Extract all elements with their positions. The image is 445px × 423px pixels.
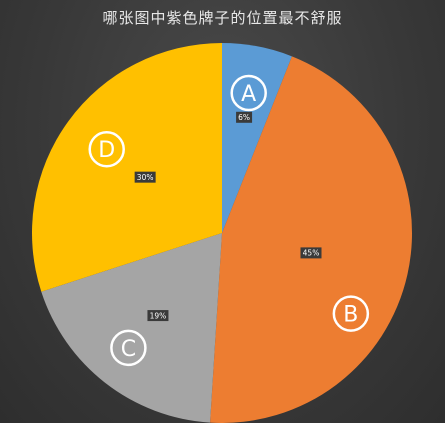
data-label-bg-b [300, 247, 322, 259]
category-label-c: C [121, 337, 136, 362]
category-label-a: A [241, 82, 256, 107]
data-label-b: 45% [303, 249, 320, 258]
pie-slice-d [31, 43, 223, 292]
chart-title: 哪张图中紫色牌子的位置最不舒服 [102, 9, 343, 27]
pie-slice-b [210, 56, 412, 423]
data-label-d: 30% [137, 173, 154, 182]
data-label-bg-c [147, 310, 169, 322]
category-badge-c [110, 329, 147, 367]
data-label-c: 19% [150, 311, 167, 320]
data-label-a: 6% [238, 113, 250, 122]
pie-slice-c [41, 233, 223, 423]
data-label-bg-d [134, 171, 156, 183]
category-badge-b [332, 295, 370, 332]
category-label-b: B [343, 303, 358, 328]
data-label-bg-a [236, 111, 253, 123]
category-label-d: D [98, 138, 115, 163]
category-badge-d [88, 130, 125, 168]
pie-slice-a [222, 43, 292, 233]
category-badge-a [230, 74, 267, 112]
